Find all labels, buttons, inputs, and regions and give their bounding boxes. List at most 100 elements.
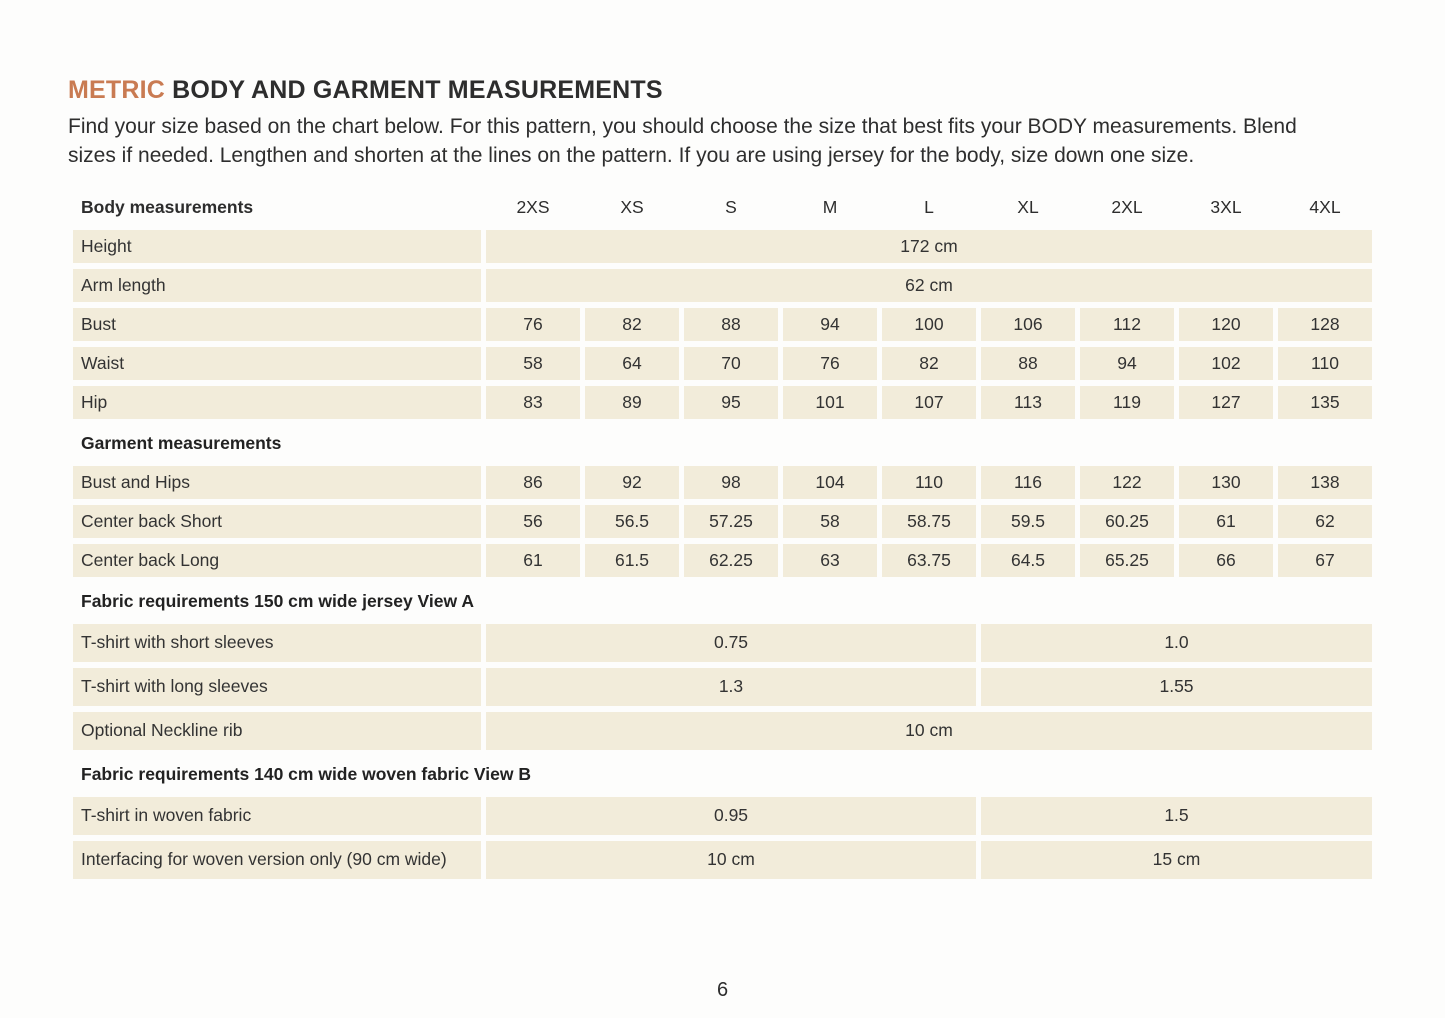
value-cell: 86 xyxy=(486,465,580,499)
page-title-highlight: METRIC xyxy=(68,76,166,104)
value-cell: 122 xyxy=(1080,465,1174,499)
column-header-l: L xyxy=(924,196,934,217)
column-header-xs: XS xyxy=(620,196,644,217)
intro-paragraph: Find your size based on the chart below.… xyxy=(68,114,1297,167)
value-cell: 104 xyxy=(783,465,877,499)
table-row: T-shirt with long sleeves 1.3 1.55 xyxy=(73,667,1372,706)
value-cell: 1.3 xyxy=(486,667,976,706)
column-header-3xl: 3XL xyxy=(1210,196,1242,217)
value-cell: 130 xyxy=(1179,465,1273,499)
value-cell: 58.75 xyxy=(882,504,976,538)
row-label: Hip xyxy=(73,385,481,419)
value-cell: 172 cm xyxy=(486,229,1372,263)
value-cell: 63 xyxy=(783,543,877,577)
table-row: Height 172 cm xyxy=(73,229,1372,263)
value-cell: 101 xyxy=(783,385,877,419)
value-cell: 112 xyxy=(1080,307,1174,341)
value-cell: 95 xyxy=(684,385,778,419)
table-row: Waist 58 64 70 76 82 88 94 102 110 xyxy=(73,346,1372,380)
column-header-2xs: 2XS xyxy=(516,196,550,217)
page-title: METRIC BODY AND GARMENT MEASUREMENTS xyxy=(68,76,1445,105)
row-label: Bust xyxy=(73,307,481,341)
row-label: Optional Neckline rib xyxy=(73,711,481,750)
row-label: Arm length xyxy=(73,268,481,302)
value-cell: 1.55 xyxy=(981,667,1372,706)
value-cell: 94 xyxy=(1080,346,1174,380)
column-header-4xl: 4XL xyxy=(1309,196,1341,217)
column-header-2xl: 2XL xyxy=(1111,196,1143,217)
value-cell: 98 xyxy=(684,465,778,499)
value-cell: 94 xyxy=(783,307,877,341)
value-cell: 88 xyxy=(684,307,778,341)
value-cell: 1.5 xyxy=(981,796,1372,835)
value-cell: 10 cm xyxy=(486,840,976,879)
value-cell: 138 xyxy=(1278,465,1372,499)
value-cell: 106 xyxy=(981,307,1075,341)
value-cell: 70 xyxy=(684,346,778,380)
value-cell: 62 xyxy=(1278,504,1372,538)
table-section: Fabric requirements 140 cm wide woven fa… xyxy=(73,764,1372,879)
value-cell: 59.5 xyxy=(981,504,1075,538)
value-cell: 119 xyxy=(1080,385,1174,419)
value-cell: 62.25 xyxy=(684,543,778,577)
value-cell: 58 xyxy=(783,504,877,538)
table-row: Center back Short 56 56.5 57.25 58 58.75 59.5 6… xyxy=(73,504,1372,538)
table-section: Garment measurements Bust and Hips 86 92 98 1… xyxy=(73,433,1372,577)
table-row: T-shirt in woven fabric 0.95 1.5 xyxy=(73,796,1372,835)
table-row: Center back Long 61 61.5 62.25 63 63.75 64.5 65… xyxy=(73,543,1372,577)
table-row: Interfacing for woven version only (90 c… xyxy=(73,840,1372,879)
value-cell: 57.25 xyxy=(684,504,778,538)
value-cell: 76 xyxy=(783,346,877,380)
value-cell: 88 xyxy=(981,346,1075,380)
table-row: Bust and Hips 86 92 98 104 110 116 122 130 138 xyxy=(73,465,1372,499)
section-title: Garment measurements xyxy=(81,432,282,453)
value-cell: 62 cm xyxy=(486,268,1372,302)
page-content: METRIC BODY AND GARMENT MEASUREMENTS Fin… xyxy=(68,76,1445,879)
section-title: Fabric requirements 140 cm wide woven fa… xyxy=(81,763,531,784)
value-cell: 120 xyxy=(1179,307,1273,341)
column-header-m: M xyxy=(822,196,838,217)
value-cell: 61.5 xyxy=(585,543,679,577)
value-cell: 15 cm xyxy=(981,840,1372,879)
value-cell: 1.0 xyxy=(981,623,1372,662)
value-cell: 110 xyxy=(882,465,976,499)
row-label: Center back Short xyxy=(73,504,481,538)
value-cell: 107 xyxy=(882,385,976,419)
value-cell: 61 xyxy=(1179,504,1273,538)
table-row: Hip 83 89 95 101 107 113 119 127 135 xyxy=(73,385,1372,419)
value-cell: 63.75 xyxy=(882,543,976,577)
row-label: T-shirt with short sleeves xyxy=(73,623,481,662)
table-row: Optional Neckline rib 10 cm xyxy=(73,711,1372,750)
row-label: Height xyxy=(73,229,481,263)
page-title-rest: BODY AND GARMENT MEASUREMENTS xyxy=(165,76,663,104)
row-label: T-shirt in woven fabric xyxy=(73,796,481,835)
table-header-row: Body measurements 2XS XS S M L XL 2XL 3XL 4XL xyxy=(73,197,1372,218)
value-cell: 92 xyxy=(585,465,679,499)
value-cell: 83 xyxy=(486,385,580,419)
value-cell: 0.75 xyxy=(486,623,976,662)
value-cell: 135 xyxy=(1278,385,1372,419)
value-cell: 64.5 xyxy=(981,543,1075,577)
value-cell: 127 xyxy=(1179,385,1273,419)
value-cell: 56 xyxy=(486,504,580,538)
value-cell: 113 xyxy=(981,385,1075,419)
column-header-s: S xyxy=(725,196,737,217)
table-section: Height 172 cm Arm length 62 cm Bust 76 82 88 94 1… xyxy=(73,229,1372,419)
row-label: T-shirt with long sleeves xyxy=(73,667,481,706)
table-header-label: Body measurements xyxy=(81,196,254,217)
table-row: T-shirt with short sleeves 0.75 1.0 xyxy=(73,623,1372,662)
value-cell: 58 xyxy=(486,346,580,380)
row-label: Interfacing for woven version only (90 c… xyxy=(73,840,481,879)
value-cell: 61 xyxy=(486,543,580,577)
value-cell: 82 xyxy=(882,346,976,380)
value-cell: 60.25 xyxy=(1080,504,1174,538)
row-label: Bust and Hips xyxy=(73,465,481,499)
table-row: Arm length 62 cm xyxy=(73,268,1372,302)
value-cell: 66 xyxy=(1179,543,1273,577)
value-cell: 65.25 xyxy=(1080,543,1174,577)
value-cell: 82 xyxy=(585,307,679,341)
row-label: Center back Long xyxy=(73,543,481,577)
table-row: Bust 76 82 88 94 100 106 112 120 128 xyxy=(73,307,1372,341)
row-label: Waist xyxy=(73,346,481,380)
